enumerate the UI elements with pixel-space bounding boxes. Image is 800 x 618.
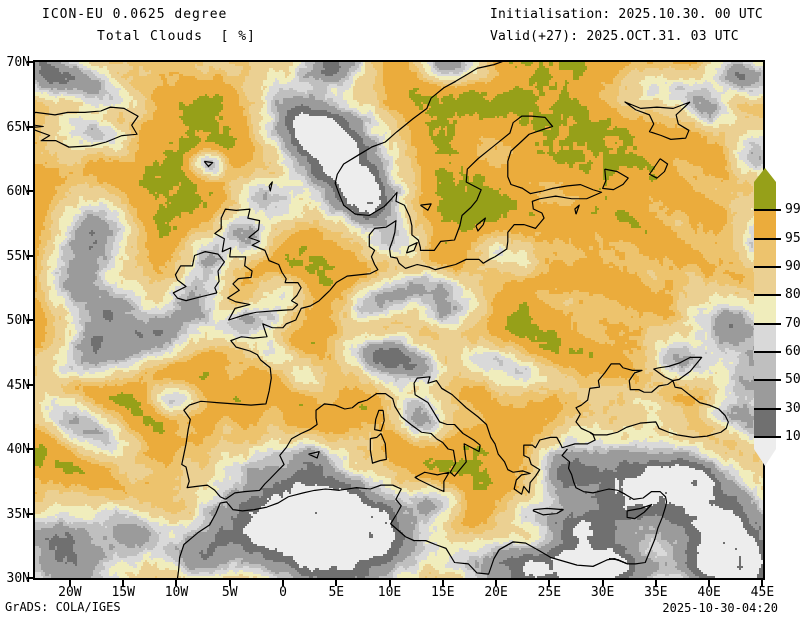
y-axis-tick <box>27 577 33 579</box>
colorbar-segment <box>754 182 776 211</box>
colorbar-label: 50 <box>785 372 800 388</box>
colorbar-segment <box>754 351 776 381</box>
x-axis-tick <box>761 580 764 586</box>
x-axis-tick <box>654 580 657 586</box>
colorbar-tick <box>754 435 781 438</box>
colorbar-label: 60 <box>785 343 800 359</box>
colorbar-tick <box>754 350 781 353</box>
colorbar-segment <box>754 436 776 449</box>
x-axis-tick <box>68 580 71 586</box>
x-axis-label: 0 <box>279 585 287 600</box>
colorbar-tick <box>754 209 781 212</box>
x-axis-tick <box>708 580 711 586</box>
creation-timestamp: 2025-10-30-04:20 <box>662 601 778 615</box>
x-axis-tick <box>495 580 498 586</box>
x-axis-label: 45E <box>750 585 775 600</box>
x-axis-tick <box>601 580 604 586</box>
colorbar-label: 90 <box>785 258 800 274</box>
y-axis-tick <box>27 254 33 257</box>
x-axis-label: 20E <box>484 585 508 600</box>
x-axis-tick <box>441 580 444 586</box>
valid-time-label: Valid(+27): 2025.OCT.31. 03 UTC <box>490 29 739 44</box>
x-axis-label: 15W <box>111 585 135 600</box>
y-axis-label: 40N <box>6 442 30 457</box>
colorbar-tick <box>754 379 781 382</box>
y-axis-label: 50N <box>6 313 30 328</box>
x-axis-label: 30E <box>590 585 615 600</box>
y-axis-tick <box>27 190 33 192</box>
x-axis-label: 35E <box>644 585 668 600</box>
y-axis-tick <box>27 125 33 128</box>
grads-credit: GrADS: COLA/IGES <box>5 600 121 614</box>
cloud-field-canvas <box>35 62 763 578</box>
x-axis-label: 10E <box>377 585 402 600</box>
colorbar-tick <box>754 294 781 297</box>
y-axis-label: 45N <box>6 377 30 393</box>
x-axis-tick <box>282 580 284 586</box>
colorbar-label: 10 <box>785 428 800 444</box>
colorbar-tick <box>754 237 781 240</box>
y-axis-label: 55N <box>6 248 30 264</box>
colorbar-segment <box>754 266 776 296</box>
colorbar-label: 80 <box>785 287 800 303</box>
y-axis-tick <box>27 512 33 515</box>
x-axis-tick <box>335 580 338 586</box>
x-axis-tick <box>548 580 551 586</box>
y-axis-label: 30N <box>6 571 30 586</box>
colorbar-top-arrow <box>754 168 776 182</box>
x-axis-tick <box>175 580 178 586</box>
colorbar-label: 30 <box>785 400 800 416</box>
y-axis-label: 65N <box>6 119 30 135</box>
x-axis-label: 15E <box>431 585 455 600</box>
init-time-label: Initialisation: 2025.10.30. 00 UTC <box>490 7 763 22</box>
map-frame <box>33 60 765 580</box>
field-title: Total Clouds [ %] <box>97 29 256 44</box>
y-axis-tick <box>27 383 33 386</box>
model-title: ICON-EU 0.0625 degree <box>42 7 228 22</box>
y-axis-tick <box>27 448 33 450</box>
y-axis-tick <box>27 61 33 63</box>
y-axis-tick <box>27 319 33 321</box>
x-axis-label: 5E <box>328 585 345 600</box>
y-axis-label: 35N <box>6 506 30 522</box>
colorbar-label: 99.5 <box>785 202 800 218</box>
colorbar-label: 70 <box>785 315 800 331</box>
colorbar-segment <box>754 238 776 268</box>
x-axis-tick <box>122 580 125 586</box>
colorbar-segment <box>754 323 776 353</box>
x-axis-tick <box>228 580 231 586</box>
x-axis-label: 5W <box>221 585 238 600</box>
colorbar-tick <box>754 322 781 325</box>
x-axis-tick <box>388 580 391 586</box>
colorbar-segment <box>754 408 776 438</box>
colorbar-label: 95 <box>785 230 800 246</box>
colorbar-segment <box>754 295 776 325</box>
colorbar-tick <box>754 265 781 268</box>
x-axis-label: 40E <box>697 585 721 600</box>
y-axis-label: 70N <box>6 55 30 70</box>
y-axis-label: 60N <box>6 184 30 199</box>
colorbar-segment <box>754 380 776 410</box>
x-axis-label: 25E <box>537 585 562 600</box>
colorbar-bottom-arrow <box>754 448 776 466</box>
x-axis-label: 20W <box>58 585 82 600</box>
x-axis-label: 10W <box>164 585 189 600</box>
colorbar-segment <box>754 210 776 240</box>
colorbar-tick <box>754 407 781 410</box>
